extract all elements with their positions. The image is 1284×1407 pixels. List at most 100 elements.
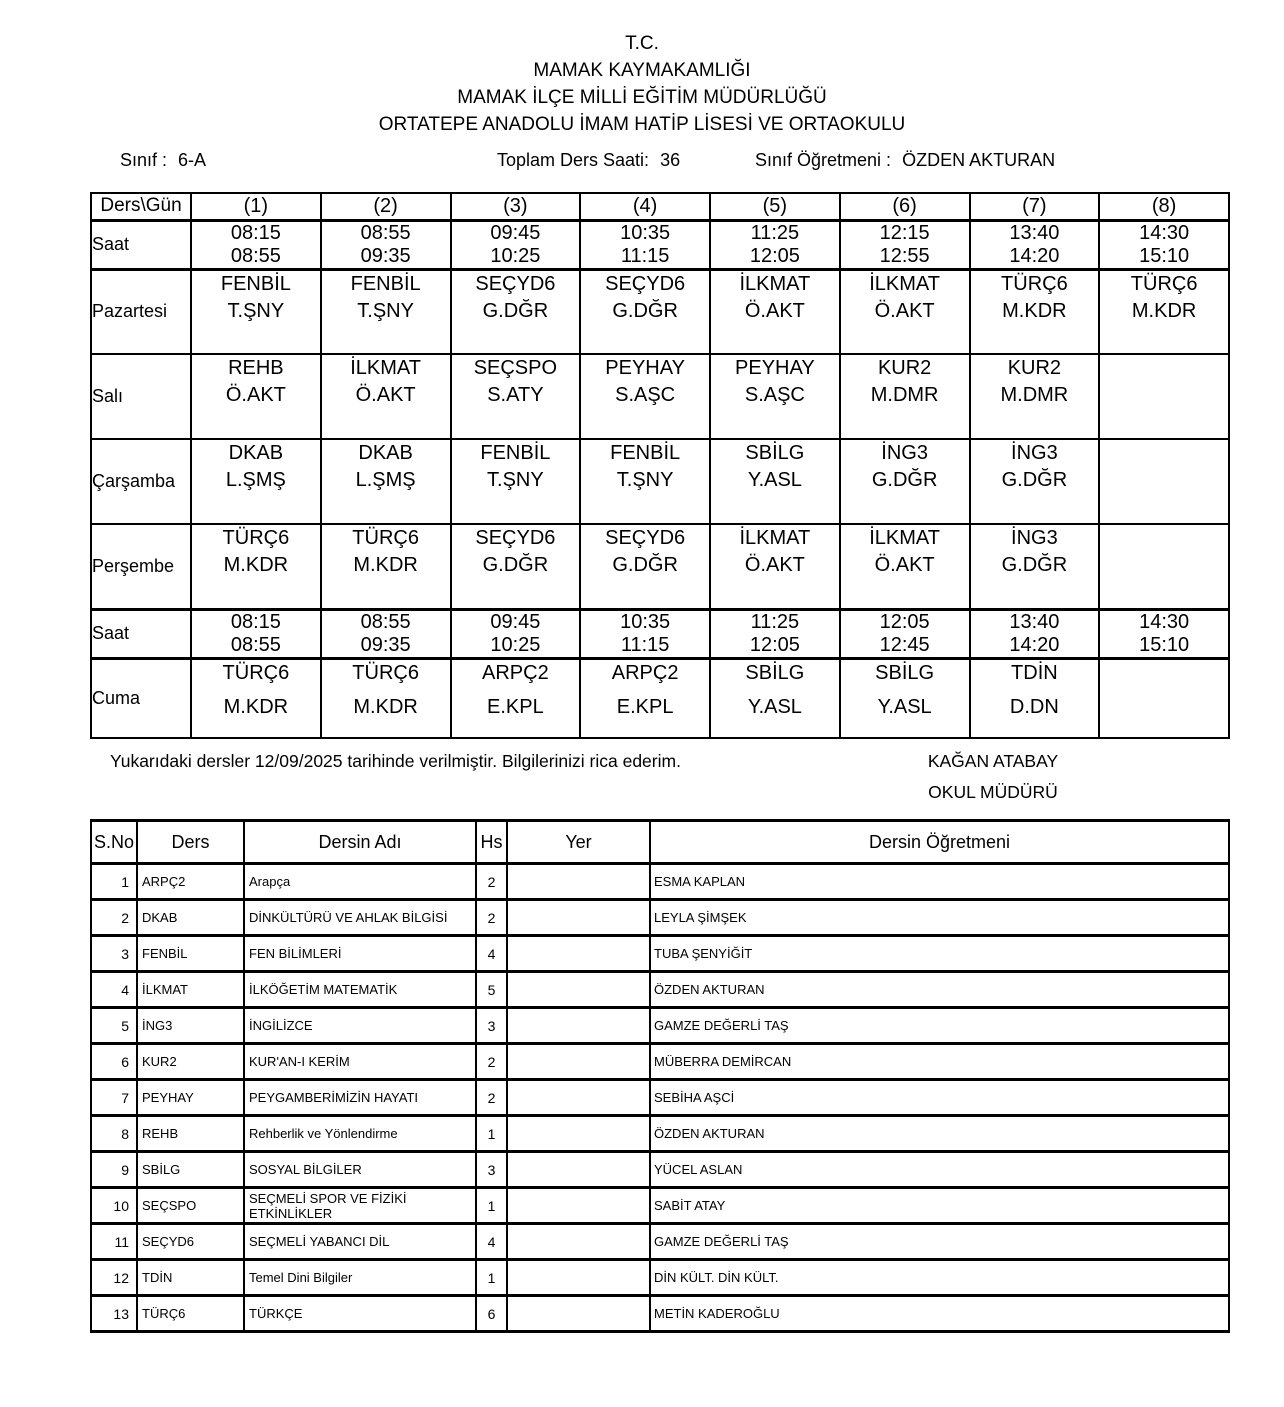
day-label-cell: Pazartesi (90, 268, 192, 355)
course-teacher: Y.ASL (877, 695, 932, 718)
course-name-cell: TÜRKÇE (243, 1294, 477, 1333)
course-code: KUR2 (1007, 357, 1062, 379)
signature-block: KAĞAN ATABAY OKUL MÜDÜRÜ (868, 751, 1118, 803)
courses-header-cell: Dersin Adı (243, 819, 477, 865)
day-label-cell: Perşembe (90, 523, 192, 610)
course-place-cell (506, 898, 651, 937)
course-code-cell: ARPÇ2 (136, 862, 245, 901)
course-teacher: S.AŞC (744, 384, 805, 406)
course-hours-cell: 6 (475, 1294, 508, 1333)
course-hours-cell: 2 (475, 862, 508, 901)
course-hours: 1 (487, 1269, 496, 1286)
course-place-cell (506, 970, 651, 1009)
course-no: 10 (113, 1197, 129, 1214)
course-no-cell: 4 (90, 970, 138, 1009)
course-name-cell: İLKÖĞETİM MATEMATİK (243, 970, 477, 1009)
course-cell: TÜRÇ6 M.KDR (319, 523, 452, 610)
course-cell: FENBİL T.ŞNY (449, 438, 582, 525)
course-code: ARPÇ2 (611, 661, 679, 684)
course-code: SEÇYD6 (475, 272, 556, 295)
period-number-cell: (6) (838, 192, 971, 221)
course-code: TÜRÇ6 (352, 527, 419, 549)
course-teacher: Y.ASL (747, 695, 802, 718)
course-no: 8 (121, 1125, 129, 1142)
course-teacher-cell: SABİT ATAY (649, 1186, 1230, 1225)
course-no-cell: 12 (90, 1258, 138, 1297)
time-cell: 08:15 08:55 (190, 607, 322, 660)
time-cell: 14:30 15:10 (1098, 218, 1230, 271)
total-hours-label: Toplam Ders Saati: (497, 150, 650, 170)
course-code: ARPÇ2 (482, 661, 549, 684)
course-no-cell: 1 (90, 862, 138, 901)
course-teacher: G.DĞR (612, 554, 678, 576)
course-place-cell (506, 934, 651, 973)
course-teacher: GAMZE DEĞERLİ TAŞ (654, 1234, 789, 1249)
class-info: Sınıf : 6-A (120, 150, 206, 171)
course-cell: SEÇYD6 G.DĞR (579, 268, 711, 355)
title-school-name: ORTATEPE ANADOLU İMAM HATİP LİSESİ VE OR… (378, 114, 906, 135)
course-name-cell: DİNKÜLTÜRÜ VE AHLAK BİLGİSİ (243, 898, 477, 937)
course-code-cell: TDİN (136, 1258, 245, 1297)
course-code: FENBİL (220, 272, 291, 295)
class-teacher-value: ÖZDEN AKTURAN (902, 150, 1056, 170)
time-end: 12:45 (879, 633, 930, 656)
course-code: REHB (228, 357, 284, 379)
course-teacher: G.DĞR (612, 299, 678, 322)
course-teacher: G.DĞR (871, 469, 938, 491)
course-teacher-cell: DİN KÜLT. DİN KÜLT. (649, 1258, 1230, 1297)
saat-label-cell: Saat (90, 607, 192, 660)
course-cell: İLKMAT Ö.AKT (709, 268, 841, 355)
course-teacher-cell: ÖZDEN AKTURAN (649, 970, 1230, 1009)
course-place-cell (506, 1042, 651, 1081)
course-name-cell: SOSYAL BİLGİLER (243, 1150, 477, 1189)
course-name-cell: PEYGAMBERİMİZİN HAYATI (243, 1078, 477, 1117)
course-teacher-cell: METİN KADEROĞLU (649, 1294, 1230, 1333)
course-code: İNG3 (1011, 527, 1058, 549)
course-teacher: M.KDR (1131, 299, 1197, 322)
course-teacher: Y.ASL (747, 469, 802, 491)
course-cell: TÜRÇ6 M.KDR (1098, 268, 1230, 355)
day-label-cell: Cuma (90, 657, 192, 739)
class-value: 6-A (178, 150, 207, 170)
course-code: REHB (142, 1126, 179, 1141)
course-hours-cell: 1 (475, 1186, 508, 1225)
course-no: 6 (121, 1053, 129, 1070)
course-hours: 1 (487, 1125, 496, 1142)
course-hours: 2 (487, 1053, 496, 1070)
period-number: (1) (243, 194, 269, 217)
course-teacher: M.DMR (870, 384, 939, 406)
course-cell (1098, 523, 1230, 610)
course-cell (1098, 353, 1230, 440)
class-info-row: Sınıf : 6-A Toplam Ders Saati: 36 Sınıf … (0, 150, 1284, 176)
course-hours-cell: 2 (475, 898, 508, 937)
course-name: Temel Dini Bilgiler (249, 1270, 353, 1285)
time-start: 11:25 (750, 610, 800, 633)
course-teacher-cell: LEYLA ŞİMŞEK (649, 898, 1230, 937)
courses-header-label: S.No (93, 831, 135, 852)
course-hours-cell: 3 (475, 1006, 508, 1045)
course-code: TÜRÇ6 (1130, 272, 1198, 295)
period-number-cell: (3) (449, 192, 582, 221)
time-cell: 13:40 14:20 (968, 607, 1101, 660)
time-cell: 12:05 12:45 (838, 607, 971, 660)
course-code: İLKMAT (739, 272, 811, 295)
course-cell: TÜRÇ6 M.KDR (968, 268, 1101, 355)
course-teacher: G.DĞR (1001, 469, 1068, 491)
course-cell: DKAB L.ŞMŞ (190, 438, 322, 525)
time-cell: 08:55 09:35 (319, 218, 452, 271)
course-code: İLKMAT (142, 982, 188, 997)
course-code: TÜRÇ6 (222, 661, 290, 684)
courses-table: S.No Ders Dersin Adı Hs Yer Dersin Öğretmeni 1… (90, 819, 1230, 1333)
course-cell: İNG3 G.DĞR (838, 438, 971, 525)
courses-header-label: Ders (171, 831, 210, 852)
course-cell: PEYHAY S.AŞC (579, 353, 711, 440)
course-cell: ARPÇ2 E.KPL (579, 657, 711, 739)
period-number: (8) (1151, 194, 1177, 217)
course-name-cell: Arapça (243, 862, 477, 901)
course-hours-cell: 2 (475, 1078, 508, 1117)
time-cell: 09:45 10:25 (449, 218, 582, 271)
time-start: 08:55 (360, 221, 411, 244)
course-cell: FENBİL T.ŞNY (190, 268, 322, 355)
time-start: 12:05 (879, 610, 930, 633)
course-cell: SBİLG Y.ASL (838, 657, 971, 739)
